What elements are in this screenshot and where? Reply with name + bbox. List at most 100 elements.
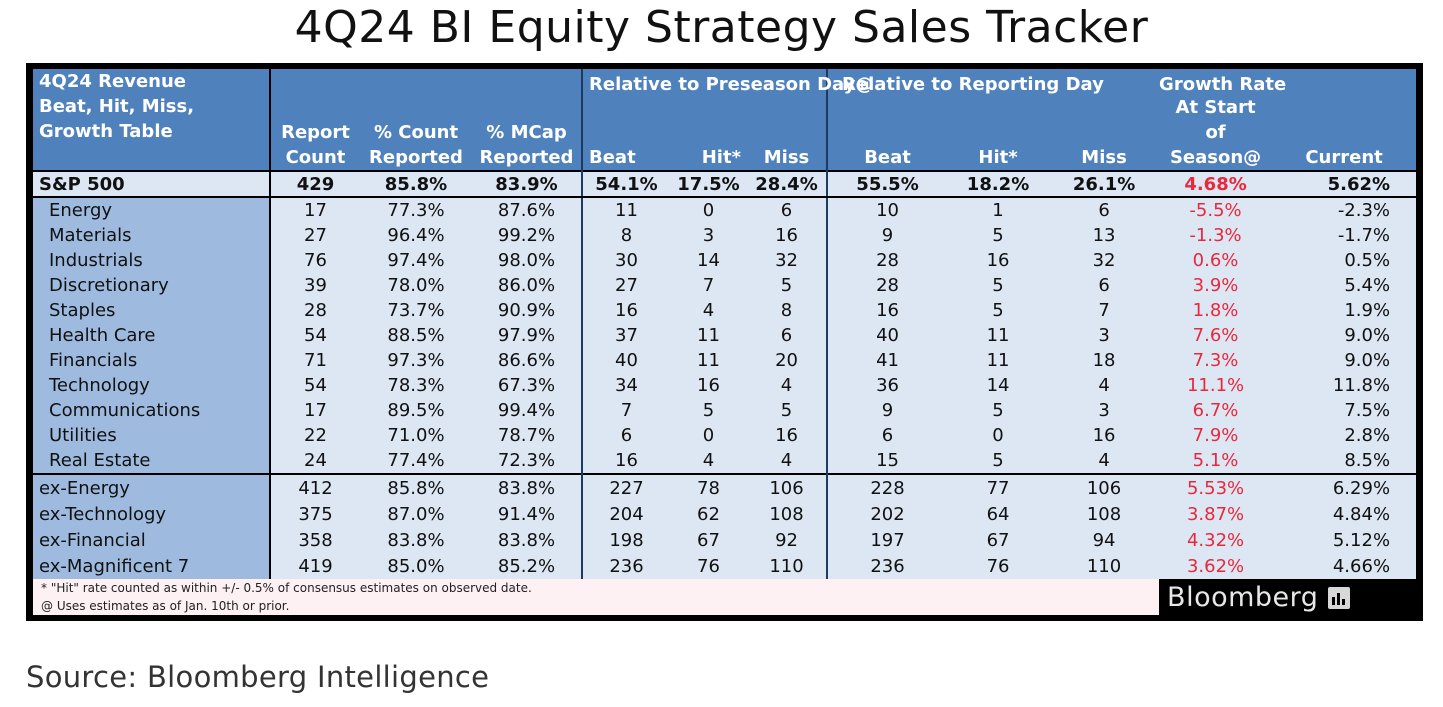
cell-rep-beat: 9 xyxy=(826,223,948,248)
footnote-row-2: @ Uses estimates as of Jan. 10th or prio… xyxy=(33,597,1417,615)
cell-report-count: 76 xyxy=(270,248,360,273)
cell-growth-start: 0.6% xyxy=(1159,248,1273,273)
table-row: ex-Energy 412 85.8% 83.8% 227 78 106 228 77 106 5.… xyxy=(33,473,1417,501)
cell-pre-hit: 3 xyxy=(670,223,747,248)
table-row: Utilities 22 71.0% 78.7% 6 0 16 6 0 16 7.9% 2.8% xyxy=(33,423,1417,448)
col-header-rep-hit: Hit* xyxy=(947,95,1050,171)
cell-rep-hit: 5 xyxy=(947,273,1050,298)
cell-growth-current: -2.3% xyxy=(1272,197,1417,223)
table-row: Energy 17 77.3% 87.6% 11 0 6 10 1 6 -5.5% -2.3% xyxy=(33,197,1417,223)
source-caption: Source: Bloomberg Intelligence xyxy=(26,660,490,694)
cell-rep-beat: 6 xyxy=(826,423,948,448)
cell-growth-start: 5.1% xyxy=(1159,448,1273,474)
cell-rep-hit: 5 xyxy=(947,223,1050,248)
cell-rep-miss: 26.1% xyxy=(1049,170,1160,198)
cell-pct-count: 85.8% xyxy=(360,170,472,198)
cell-rep-miss: 4 xyxy=(1049,373,1160,398)
cell-rep-hit: 5 xyxy=(947,448,1050,474)
cell-pre-hit: 16 xyxy=(670,373,747,398)
cell-rep-beat: 236 xyxy=(826,553,948,579)
cell-growth-start: 5.53% xyxy=(1159,473,1273,501)
cell-pre-beat: 40 xyxy=(581,348,670,373)
bloomberg-wordmark: Bloomberg xyxy=(1167,581,1319,613)
cell-pre-miss: 20 xyxy=(747,348,828,373)
cell-pct-count: 83.8% xyxy=(360,527,472,553)
cell-pct-mcap: 87.6% xyxy=(472,197,582,223)
table-row: Real Estate 24 77.4% 72.3% 16 4 4 15 5 4 5.1% 8.5% xyxy=(33,448,1417,474)
cell-pre-hit: 78 xyxy=(670,473,747,501)
cell-pre-beat: 54.1% xyxy=(581,170,670,198)
page-title: 4Q24 BI Equity Strategy Sales Tracker xyxy=(294,2,1149,53)
cell-rep-hit: 14 xyxy=(947,373,1050,398)
row-label: S&P 500 xyxy=(33,170,271,198)
cell-pct-count: 87.0% xyxy=(360,501,472,527)
cell-rep-beat: 16 xyxy=(826,298,948,323)
row-label: ex-Energy xyxy=(33,473,271,501)
cell-pct-count: 96.4% xyxy=(360,223,472,248)
col-header-pre-hit: Hit* xyxy=(670,95,747,171)
cell-growth-current: 8.5% xyxy=(1272,448,1417,474)
cell-report-count: 17 xyxy=(270,398,360,423)
cell-pct-mcap: 99.4% xyxy=(472,398,582,423)
cell-growth-current: 6.29% xyxy=(1272,473,1417,501)
cell-pre-hit: 0 xyxy=(670,423,747,448)
cell-pre-hit: 17.5% xyxy=(670,170,747,198)
cell-rep-miss: 94 xyxy=(1049,527,1160,553)
cell-rep-miss: 16 xyxy=(1049,423,1160,448)
table-row: Discretionary 39 78.0% 86.0% 27 7 5 28 5 6 3.9% 5.4… xyxy=(33,273,1417,298)
cell-pct-mcap: 99.2% xyxy=(472,223,582,248)
cell-rep-miss: 7 xyxy=(1049,298,1160,323)
cell-rep-hit: 5 xyxy=(947,398,1050,423)
cell-pre-hit: 67 xyxy=(670,527,747,553)
col-header-growth-current: Current xyxy=(1272,95,1417,171)
col-header-report-count: Report Count xyxy=(270,95,360,171)
cell-growth-current: 5.4% xyxy=(1272,273,1417,298)
table-row: Staples 28 73.7% 90.9% 16 4 8 16 5 7 1.8% 1.9% xyxy=(33,298,1417,323)
cell-pct-count: 73.7% xyxy=(360,298,472,323)
cell-pre-beat: 16 xyxy=(581,298,670,323)
col-header-rep-miss: Miss xyxy=(1049,95,1160,171)
cell-pre-hit: 62 xyxy=(670,501,747,527)
cell-growth-start: 11.1% xyxy=(1159,373,1273,398)
cell-pre-hit: 5 xyxy=(670,398,747,423)
cell-report-count: 54 xyxy=(270,323,360,348)
corner-label: 4Q24 Revenue Beat, Hit, Miss, Growth Tab… xyxy=(33,69,271,171)
cell-pre-beat: 27 xyxy=(581,273,670,298)
cell-growth-current: 9.0% xyxy=(1272,323,1417,348)
cell-growth-start: 3.62% xyxy=(1159,553,1273,579)
table-row: Industrials 76 97.4% 98.0% 30 14 32 28 16 32 0.6% 0… xyxy=(33,248,1417,273)
row-label: Technology xyxy=(33,373,271,398)
cell-rep-hit: 11 xyxy=(947,323,1050,348)
cell-pre-beat: 37 xyxy=(581,323,670,348)
cell-rep-beat: 9 xyxy=(826,398,948,423)
cell-rep-hit: 76 xyxy=(947,553,1050,579)
cell-pre-hit: 0 xyxy=(670,197,747,223)
row-label: ex-Magnificent 7 xyxy=(33,553,271,579)
cell-report-count: 358 xyxy=(270,527,360,553)
cell-rep-miss: 6 xyxy=(1049,197,1160,223)
cell-report-count: 17 xyxy=(270,197,360,223)
row-label: Real Estate xyxy=(33,448,271,474)
cell-growth-current: 11.8% xyxy=(1272,373,1417,398)
cell-pct-mcap: 83.8% xyxy=(472,527,582,553)
cell-rep-hit: 11 xyxy=(947,348,1050,373)
cell-growth-current: -1.7% xyxy=(1272,223,1417,248)
cell-report-count: 429 xyxy=(270,170,360,198)
cell-pct-mcap: 90.9% xyxy=(472,298,582,323)
cell-report-count: 22 xyxy=(270,423,360,448)
col-header-pre-beat: Beat xyxy=(581,95,670,171)
cell-pre-miss: 5 xyxy=(747,273,828,298)
cell-pct-count: 77.3% xyxy=(360,197,472,223)
cell-pre-beat: 204 xyxy=(581,501,670,527)
cell-pre-beat: 30 xyxy=(581,248,670,273)
table-row: Materials 27 96.4% 99.2% 8 3 16 9 5 13 -1.3% -1.7% xyxy=(33,223,1417,248)
cell-pct-mcap: 91.4% xyxy=(472,501,582,527)
col-header-rep-beat: Beat xyxy=(826,95,948,171)
cell-pre-miss: 4 xyxy=(747,448,828,474)
cell-pct-mcap: 98.0% xyxy=(472,248,582,273)
col-header-pre-miss: Miss xyxy=(747,95,828,171)
table-row: Communications 17 89.5% 99.4% 7 5 5 9 5 3 6.7% 7.5% xyxy=(33,398,1417,423)
cell-growth-current: 4.84% xyxy=(1272,501,1417,527)
cell-pct-count: 89.5% xyxy=(360,398,472,423)
cell-pre-miss: 110 xyxy=(747,553,828,579)
